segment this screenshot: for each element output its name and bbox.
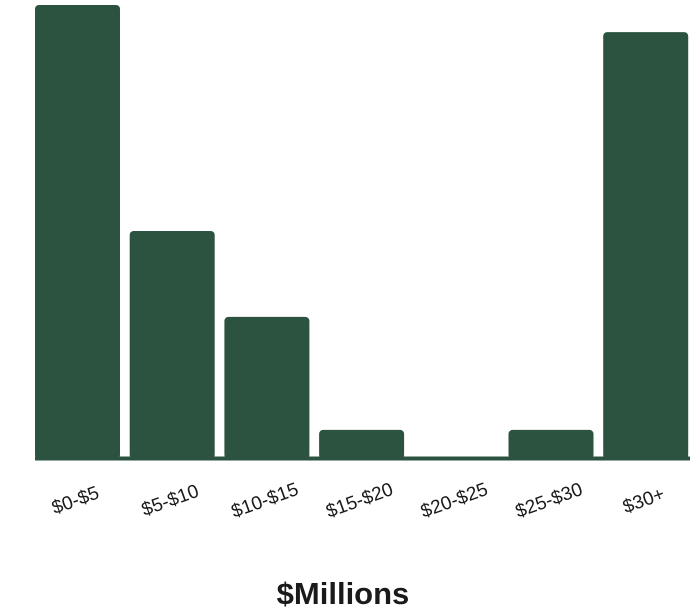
- bar-6: [603, 32, 689, 459]
- x-tick-label-2: $10-$15: [229, 479, 302, 523]
- bar-0: [35, 5, 120, 459]
- x-tick-label-0: $0-$5: [49, 483, 102, 519]
- x-tick-label-3: $15-$20: [323, 479, 396, 523]
- bar-5: [508, 429, 594, 459]
- bar-2: [224, 316, 310, 459]
- x-tick-label-6: $30+: [620, 484, 667, 518]
- x-tick-label-1: $5-$10: [139, 481, 202, 521]
- x-tick-labels: $0-$5 $5-$10 $10-$15 $15-$20 $20-$25 $25-$30 $…: [49, 479, 667, 523]
- bar-1: [129, 231, 215, 459]
- bar-3: [319, 429, 405, 459]
- bars: [35, 5, 689, 459]
- x-tick-label-4: $20-$25: [418, 479, 491, 523]
- x-tick-label-5: $25-$30: [513, 479, 586, 523]
- x-axis-label: $Millions: [277, 576, 410, 611]
